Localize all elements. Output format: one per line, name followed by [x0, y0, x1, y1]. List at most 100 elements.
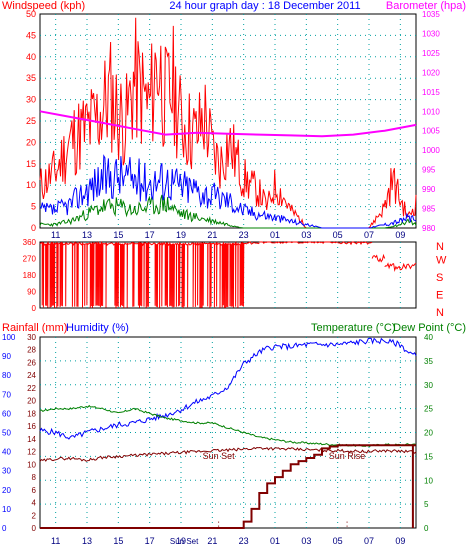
temperature-y-tick: 40	[424, 333, 433, 342]
barometer-y-tick: 1030	[422, 29, 440, 38]
wind-y-tick: 0	[31, 223, 36, 233]
direction-compass-label: W	[436, 255, 447, 267]
humidity-line	[39, 337, 417, 440]
humidity-y-tick: 10	[2, 505, 11, 514]
rainfall-y-tick: 30	[27, 333, 36, 342]
rainfall-y-tick: 24	[27, 371, 36, 380]
wind-direction-line	[371, 253, 386, 263]
rainfall-y-tick: 18	[27, 409, 36, 418]
rainfall-y-tick: 4	[32, 499, 37, 508]
sunrise-annotation: Sun Rise	[329, 451, 366, 461]
weather-x-tick: 09	[395, 536, 405, 546]
barometer-y-tick: 1020	[422, 68, 440, 77]
wind-x-tick: 15	[113, 230, 123, 240]
barometer-y-tick: 980	[422, 224, 436, 233]
direction-y-tick: 360	[23, 238, 37, 247]
wind-x-tick: 17	[145, 230, 155, 240]
humidity-y-tick: 80	[2, 371, 11, 380]
rainfall-line	[40, 444, 416, 529]
wind-x-tick: 05	[333, 230, 343, 240]
direction-y-tick: 0	[32, 304, 37, 313]
temperature-y-tick: 15	[424, 452, 433, 461]
barometer-y-tick: 1010	[422, 107, 440, 116]
humidity-y-tick: 20	[2, 486, 11, 495]
dewpoint-axis-label: Dew Point (°C)	[393, 322, 466, 334]
temperature-y-tick: 30	[424, 381, 433, 390]
humidity-y-tick: 50	[2, 429, 11, 438]
wind-average-line	[39, 154, 417, 229]
wind-x-tick: 01	[270, 230, 280, 240]
barometer-y-tick: 1025	[422, 49, 440, 58]
wind-y-tick: 20	[26, 137, 36, 147]
wind-y-tick: 35	[26, 73, 36, 83]
dew-point-line	[39, 446, 417, 462]
wind-x-tick: 09	[395, 230, 405, 240]
barometer-y-tick: 1035	[422, 10, 440, 19]
weather-x-tick: 15	[113, 536, 123, 546]
barometer-axis-label: Barometer (hpa)	[386, 0, 466, 12]
humidity-y-tick: 60	[2, 409, 11, 418]
wind-direction-line	[259, 241, 338, 244]
wind-x-tick: 19	[176, 230, 186, 240]
weather-x-tick: 21	[207, 536, 217, 546]
barometer-line	[39, 110, 417, 138]
weather-x-tick-sunset: Sun Set	[170, 537, 199, 546]
barometer-y-tick: 985	[422, 205, 436, 214]
temperature-y-tick: 35	[424, 357, 433, 366]
wind-x-tick: 03	[301, 230, 311, 240]
wind-x-tick: 21	[207, 230, 217, 240]
direction-plot-frame	[39, 241, 417, 309]
wind-x-tick: 23	[239, 230, 249, 240]
wind-x-tick: 13	[82, 230, 92, 240]
rainfall-y-tick: 8	[32, 473, 37, 482]
rainfall-y-tick: 22	[27, 384, 36, 393]
humidity-y-tick: 0	[2, 524, 7, 533]
wind-x-tick: 07	[364, 230, 374, 240]
humidity-axis-label: Humidity (%)	[66, 322, 129, 334]
direction-y-tick: 90	[27, 288, 36, 297]
direction-y-tick: 180	[23, 271, 37, 280]
wind-direction-line	[246, 241, 260, 245]
weather-x-tick: 07	[364, 536, 374, 546]
rainfall-y-tick: 6	[32, 486, 37, 495]
weather-x-tick: 11	[51, 536, 60, 546]
rainfall-y-tick: 28	[27, 346, 36, 355]
humidity-y-tick: 30	[2, 467, 11, 476]
temperature-y-tick: 0	[424, 524, 429, 533]
wind-y-tick: 10	[26, 180, 36, 190]
humidity-y-tick: 70	[2, 390, 11, 399]
humidity-y-tick: 100	[2, 333, 16, 342]
temperature-y-tick: 25	[424, 405, 433, 414]
weather-panel: Rainfall (mm) Humidity (%) Temperature (…	[2, 322, 466, 546]
direction-y-tick: 270	[23, 255, 37, 264]
wind-y-tick: 15	[26, 159, 36, 169]
sunset-annotation: Sun Set	[203, 451, 236, 461]
direction-compass-label: S	[436, 272, 443, 284]
rainfall-y-tick: 12	[27, 448, 36, 457]
weather-x-tick: 03	[301, 536, 311, 546]
wind-y-tick: 40	[26, 52, 36, 62]
weather-x-tick: 17	[145, 536, 155, 546]
rainfall-y-tick: 0	[32, 524, 37, 533]
rainfall-y-tick: 20	[27, 397, 36, 406]
windspeed-axis-label: Windspeed (kph)	[2, 0, 85, 12]
wind-x-tick: 11	[51, 230, 60, 240]
direction-compass-label: N	[436, 241, 444, 253]
rainfall-y-tick: 26	[27, 358, 36, 367]
weather-x-tick: 13	[82, 536, 92, 546]
wind-direction-line	[39, 240, 248, 308]
weather-x-tick: 05	[333, 536, 343, 546]
weather-x-tick: 23	[239, 536, 249, 546]
rainfall-axis-label: Rainfall (mm)	[2, 322, 67, 334]
barometer-y-tick: 995	[422, 166, 436, 175]
chart-title: 24 hour graph day : 18 December 2011	[169, 0, 360, 12]
barometer-y-tick: 1000	[422, 146, 440, 155]
rainfall-y-tick: 14	[27, 435, 36, 444]
wind-y-tick: 25	[26, 116, 36, 126]
rainfall-y-tick: 16	[27, 422, 36, 431]
wind-y-tick: 50	[26, 9, 36, 19]
wind-y-tick: 5	[31, 202, 36, 212]
barometer-y-tick: 990	[422, 185, 436, 194]
